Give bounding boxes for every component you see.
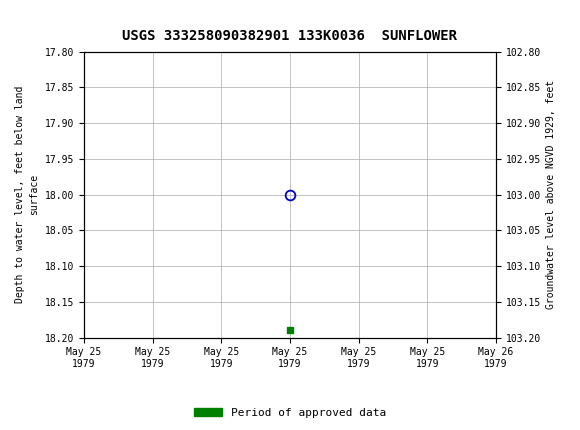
Title: USGS 333258090382901 133K0036  SUNFLOWER: USGS 333258090382901 133K0036 SUNFLOWER	[122, 30, 458, 43]
Y-axis label: Depth to water level, feet below land
surface: Depth to water level, feet below land su…	[16, 86, 39, 303]
Legend: Period of approved data: Period of approved data	[190, 403, 390, 422]
Text: ≡USGS: ≡USGS	[6, 7, 60, 25]
Y-axis label: Groundwater level above NGVD 1929, feet: Groundwater level above NGVD 1929, feet	[546, 80, 556, 309]
